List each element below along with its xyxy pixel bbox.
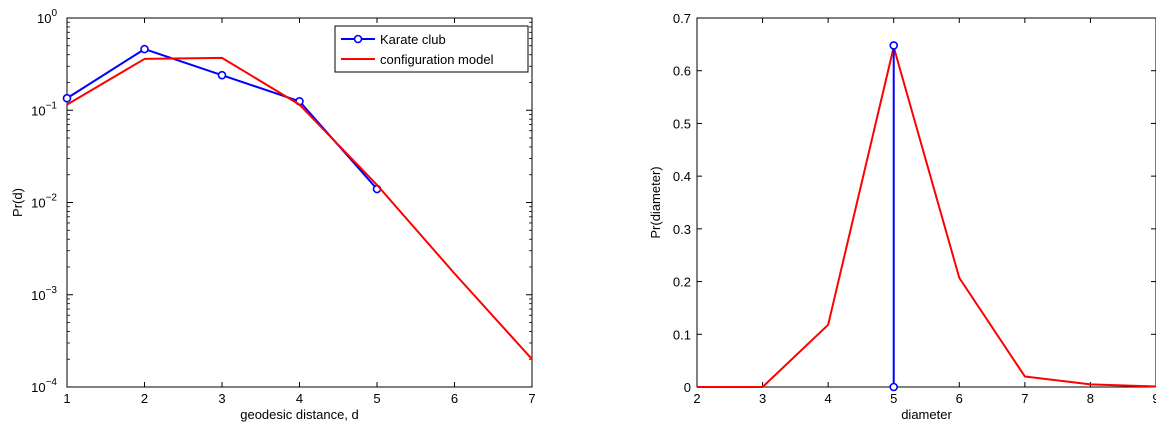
x-axis-label: geodesic distance, d xyxy=(240,407,359,422)
x-tick-label: 3 xyxy=(218,391,225,406)
right-chart-panel: 2 3 4 5 6 7 8 9 0 0.1 0.2 0.3 0.4 0.5 0.6 0.7 diameter Pr… xyxy=(648,11,1156,422)
x-tick-label: 4 xyxy=(825,391,832,406)
y-tick-label: 0.4 xyxy=(673,169,691,184)
y-tick-exponent: 0 xyxy=(51,8,57,19)
configuration-model-line xyxy=(697,45,1156,388)
y-tick-base: 10 xyxy=(31,196,45,211)
y-tick-base: 10 xyxy=(31,288,45,303)
x-tick-label: 4 xyxy=(296,391,303,406)
x-tick-label: 1 xyxy=(63,391,70,406)
karate-club-point xyxy=(889,41,899,50)
y-tick-label: 0 xyxy=(684,380,691,395)
x-tick-label: 2 xyxy=(141,391,148,406)
y-tick-exponent: −1 xyxy=(46,100,58,111)
x-tick-label: 5 xyxy=(890,391,897,406)
legend-entry-label: configuration model xyxy=(380,52,494,67)
configuration-model-line xyxy=(66,56,533,360)
y-tick-label: 10−2 xyxy=(31,193,57,211)
x-tick-label: 7 xyxy=(528,391,535,406)
karate-club-point xyxy=(140,44,149,54)
x-tick-label: 2 xyxy=(693,391,700,406)
x-tick-label: 8 xyxy=(1087,391,1094,406)
karate-club-point xyxy=(889,382,899,392)
x-tick-label: 6 xyxy=(451,391,458,406)
y-tick-label: 0.1 xyxy=(673,327,691,342)
y-tick-label: 0.2 xyxy=(673,275,691,290)
y-axis-label: Pr(diameter) xyxy=(648,166,663,238)
y-tick-base: 10 xyxy=(31,103,45,118)
plot-area-frame xyxy=(66,17,533,388)
y-tick-label: 0.5 xyxy=(673,116,691,131)
x-tick-label: 7 xyxy=(1021,391,1028,406)
legend-entry-label: Karate club xyxy=(380,32,446,47)
y-tick-base: 10 xyxy=(31,380,45,395)
karate-club-point xyxy=(217,70,227,80)
x-tick-label: 6 xyxy=(956,391,963,406)
y-tick-exponent: −2 xyxy=(46,193,58,204)
legend-box xyxy=(334,25,529,73)
legend-marker xyxy=(353,34,363,44)
x-tick-label: 3 xyxy=(759,391,766,406)
y-tick-exponent: −3 xyxy=(46,285,58,296)
x-tick-label: 9 xyxy=(1152,391,1156,406)
y-tick-exponent: −4 xyxy=(46,377,58,388)
y-tick-label: 0.6 xyxy=(673,64,691,79)
plot-area-frame xyxy=(696,17,1156,388)
y-tick-label: 10−4 xyxy=(31,377,57,395)
y-tick-label: 10−1 xyxy=(31,100,57,118)
y-tick-label: 10−3 xyxy=(31,285,57,303)
y-axis-label: Pr(d) xyxy=(10,188,25,217)
karate-club-line xyxy=(66,48,378,190)
karate-club-point xyxy=(62,93,72,103)
y-tick-label: 100 xyxy=(37,8,57,26)
x-tick-label: 5 xyxy=(373,391,380,406)
x-axis-label: diameter xyxy=(901,407,952,422)
y-tick-label: 0.3 xyxy=(673,222,691,237)
y-tick-base: 10 xyxy=(37,11,51,26)
y-tick-label: 0.7 xyxy=(673,11,691,26)
